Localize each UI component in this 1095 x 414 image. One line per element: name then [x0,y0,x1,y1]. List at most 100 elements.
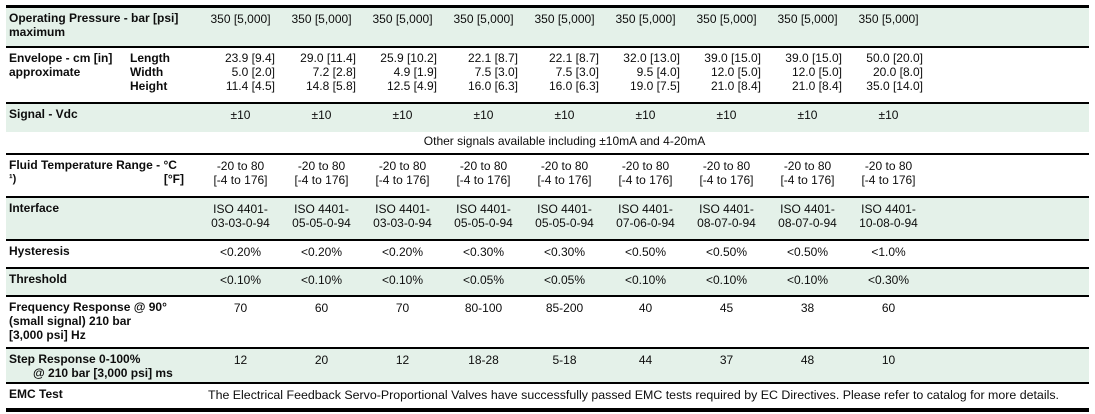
envelope-dimension-sublabels: Length Width Height [130,51,170,93]
row-label-fluid-temperature: Fluid Temperature Range - °C ¹) [°F] [9,158,184,186]
value-cell: 350 [5,000] [291,12,352,26]
value-cell: ±10 [554,108,575,122]
value-cell: 350 [5,000] [696,12,757,26]
value-cell: 45 [719,301,734,315]
row-label-hysteresis: Hysteresis [9,244,70,258]
value-cell: 20 [314,353,329,367]
table-row-hysteresis: Hysteresis <0.20% <0.20% <0.20% <0.30% <0.30… [6,239,1089,267]
other-signals-note: Other signals available including ±10mA … [423,134,706,148]
table-row-envelope: Envelope - cm [in] approximate Length Wi… [6,46,1089,102]
value-cell: <0.20% [219,245,262,259]
signal-values-line: Signal - Vdc ±10 ±10 ±10 ±10 ±10 ±10 ±10 ±10 ±10 [6,104,1089,132]
table-row-operating-pressure: Operating Pressure - bar [psi] maximum 3… [6,8,1089,46]
value-cell: 85-200 [545,301,584,315]
value-cell: ISO 4401- 05-05-0-94 [535,202,594,230]
value-cell: <0.20% [300,245,343,259]
value-cell: ISO 4401- 10-08-0-94 [859,202,918,230]
row-label-envelope: Envelope - cm [in] approximate [9,51,113,79]
value-cell: 350 [5,000] [534,12,595,26]
value-cell: 25.9 [10.2] 4.9 [1.9] 12.5 [4.9] [380,51,437,93]
value-cell: 22.1 [8.7] 7.5 [3.0] 16.0 [6.3] [548,51,599,93]
value-cell: 70 [395,301,410,315]
value-cell: <0.10% [381,273,424,287]
value-cell: 23.9 [9.4] 5.0 [2.0] 11.4 [4.5] [224,51,275,93]
value-cell: 39.0 [15.0] 12.0 [5.0] 21.0 [8.4] [704,51,761,93]
value-cell: -20 to 80 [-4 to 176] [456,159,511,187]
fahrenheit-unit-label: [°F] [163,172,184,186]
value-cell: <0.05% [543,273,586,287]
row-label-signal: Signal - Vdc [9,107,78,121]
value-cell: 40 [638,301,653,315]
value-cell: <0.10% [219,273,262,287]
value-cell: 5-18 [552,353,577,367]
footnote-marker: ¹) [9,173,17,185]
table-row-step-response: Step Response 0-100% @ 210 bar [3,000 ps… [6,347,1089,382]
value-cell: ±10 [635,108,656,122]
value-cell: -20 to 80 [-4 to 176] [537,159,592,187]
value-cell: 350 [5,000] [453,12,514,26]
value-cell: 350 [5,000] [210,12,271,26]
signal-note-line: Other signals available including ±10mA … [6,132,1089,153]
value-cell: ±10 [311,108,332,122]
value-cell: ±10 [878,108,899,122]
value-cell: ISO 4401- 05-05-0-94 [292,202,351,230]
value-cell: ISO 4401- 03-03-0-94 [211,202,270,230]
value-cell: -20 to 80 [-4 to 176] [699,159,754,187]
value-cell: 350 [5,000] [777,12,838,26]
table-row-fluid-temperature: Fluid Temperature Range - °C ¹) [°F] -20… [6,153,1089,196]
table-row-emc-test: EMC Test The Electrical Feedback Servo-P… [6,382,1089,408]
value-cell: ±10 [473,108,494,122]
value-cell: 37 [719,353,734,367]
value-cell: 12 [395,353,410,367]
row-label-step-response: Step Response 0-100% @ 210 bar [3,000 ps… [9,352,173,380]
value-cell: <0.50% [624,245,667,259]
value-cell: <0.20% [381,245,424,259]
value-cell: -20 to 80 [-4 to 176] [780,159,835,187]
value-cell: 350 [5,000] [858,12,919,26]
value-cell: 48 [800,353,815,367]
value-cell: <0.30% [462,245,505,259]
value-cell: ISO 4401- 07-06-0-94 [616,202,675,230]
value-cell: <0.10% [786,273,829,287]
value-cell: <0.50% [786,245,829,259]
value-cell: 70 [233,301,248,315]
value-cell: <0.30% [543,245,586,259]
row-label-emc-test: EMC Test [9,387,63,401]
emc-test-statement: The Electrical Feedback Servo-Proportion… [208,388,1059,402]
value-cell: -20 to 80 [-4 to 176] [375,159,430,187]
value-cell: 39.0 [15.0] 12.0 [5.0] 21.0 [8.4] [785,51,842,93]
value-cell: <1.0% [871,245,906,259]
valve-spec-table: Operating Pressure - bar [psi] maximum 3… [6,5,1089,412]
value-cell: -20 to 80 [-4 to 176] [294,159,349,187]
value-cell: 350 [5,000] [372,12,433,26]
value-cell: ±10 [797,108,818,122]
value-cell: 80-100 [464,301,503,315]
value-cell: ±10 [716,108,737,122]
value-cell: 44 [638,353,653,367]
value-cell: <0.10% [624,273,667,287]
value-cell: 50.0 [20.0] 20.0 [8.0] 35.0 [14.0] [866,51,923,93]
value-cell: ISO 4401- 08-07-0-94 [778,202,837,230]
value-cell: -20 to 80 [-4 to 176] [861,159,916,187]
row-label-operating-pressure: Operating Pressure - bar [psi] maximum [9,11,179,39]
value-cell: 350 [5,000] [615,12,676,26]
value-cell: 18-28 [468,353,499,367]
table-row-frequency-response: Frequency Response @ 90° (small signal) … [6,295,1089,347]
value-cell: -20 to 80 [-4 to 176] [618,159,673,187]
value-cell: -20 to 80 [-4 to 176] [213,159,268,187]
table-row-signal: Signal - Vdc ±10 ±10 ±10 ±10 ±10 ±10 ±10 ±10 ±10… [6,102,1089,153]
value-cell: 12 [233,353,248,367]
value-cell: 60 [314,301,329,315]
value-cell: 38 [800,301,815,315]
value-cell: 22.1 [8.7] 7.5 [3.0] 16.0 [6.3] [467,51,518,93]
value-cell: <0.50% [705,245,748,259]
value-cell: 32.0 [13.0] 9.5 [4.0] 19.0 [7.5] [623,51,680,93]
value-cell: ±10 [230,108,251,122]
value-cell: 10 [881,353,896,367]
value-cell: 60 [881,301,896,315]
value-cell: <0.30% [867,273,910,287]
value-cell: ±10 [392,108,413,122]
value-cell: 29.0 [11.4] 7.2 [2.8] 14.8 [5.8] [300,51,356,93]
row-label-interface: Interface [9,201,60,215]
